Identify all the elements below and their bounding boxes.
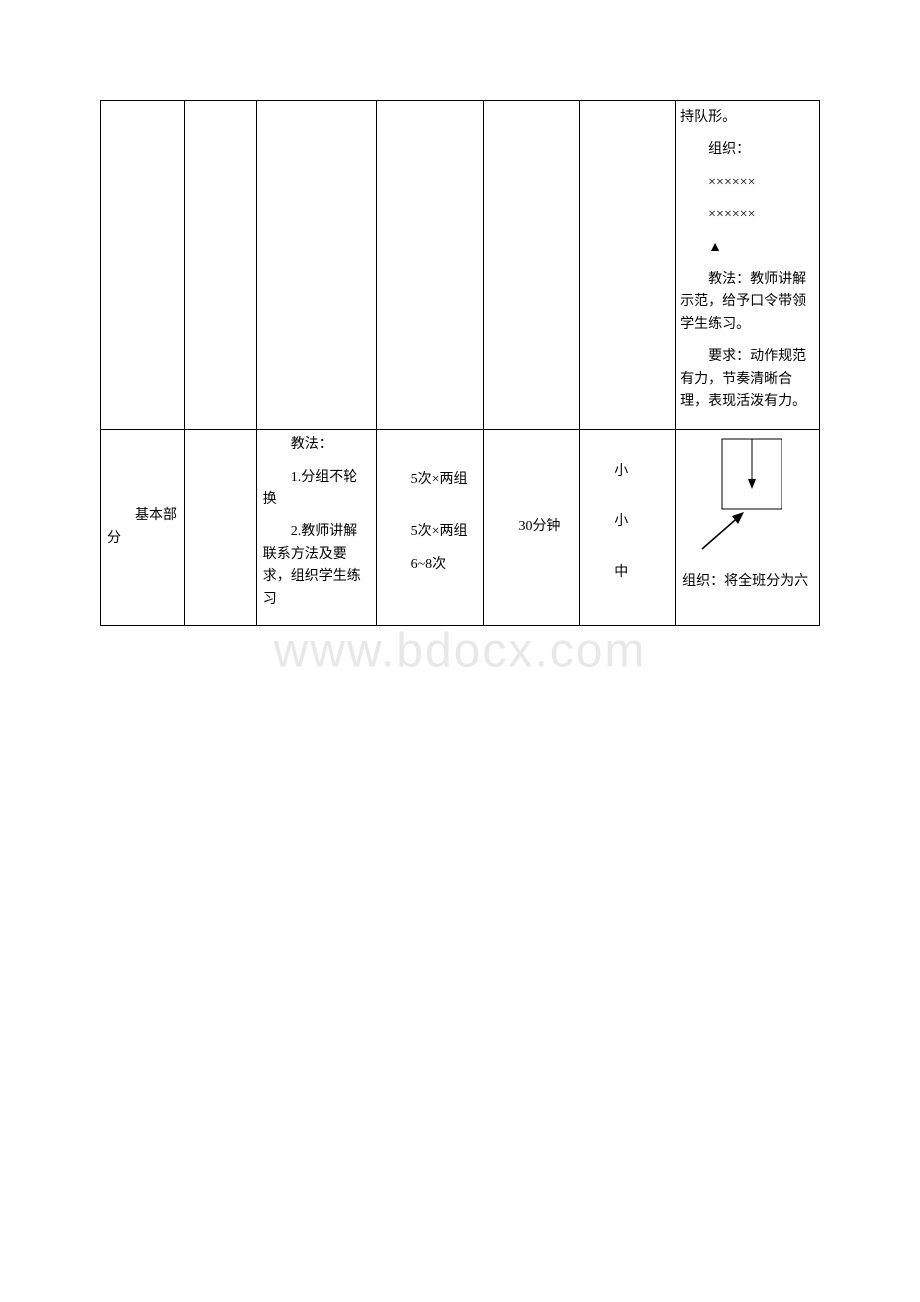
lesson-plan-table: 持队形。 组织： ×××××× ×××××× ▲ 教法：教师讲解示范，给予口令带… — [100, 100, 820, 626]
section-label: 基本部分 — [107, 505, 178, 550]
cell-r1-c7: 持队形。 组织： ×××××× ×××××× ▲ 教法：教师讲解示范，给予口令带… — [676, 101, 820, 430]
cell-r2-c7: 组织：将全班分为六 — [676, 430, 820, 626]
cell-r1-c2 — [184, 101, 256, 430]
intensity-text: 中 — [586, 562, 669, 584]
diagram-container — [682, 434, 813, 562]
text-block: 组织：将全班分为六 — [682, 571, 813, 593]
text-formation: ×××××× — [680, 172, 815, 194]
cell-r2-c6: 小 小 中 — [580, 430, 676, 626]
text-block: 5次×两组 — [383, 521, 478, 543]
watermark-text: www.bdocx.com — [274, 624, 647, 679]
cell-r2-c3: 教法： 1.分组不轮换 2.教师讲解联系方法及要求，组织学生练习 — [256, 430, 376, 626]
text-block: 1.分组不轮换 — [263, 467, 370, 512]
cell-r1-c1 — [101, 101, 185, 430]
cell-r2-c2 — [184, 430, 256, 626]
formation-diagram — [682, 434, 782, 554]
triangle-marker: ▲ — [680, 237, 815, 259]
cell-r2-c1: 基本部分 — [101, 430, 185, 626]
text-block: 要求：动作规范有力，节奏清晰合理，表现活泼有力。 — [680, 346, 815, 413]
cell-r1-c3 — [256, 101, 376, 430]
text-block: 教法：教师讲解示范，给予口令带领学生练习。 — [680, 269, 815, 336]
text-block: 持队形。 — [680, 107, 815, 129]
table-row: 持队形。 组织： ×××××× ×××××× ▲ 教法：教师讲解示范，给予口令带… — [101, 101, 820, 430]
text-block: 教法： — [263, 434, 370, 456]
text-formation: ×××××× — [680, 204, 815, 226]
cell-r1-c5 — [484, 101, 580, 430]
text-block: 组织： — [680, 139, 815, 161]
cell-r2-c5: 30分钟 — [484, 430, 580, 626]
cell-r1-c6 — [580, 101, 676, 430]
table-row: 基本部分 教法： 1.分组不轮换 2.教师讲解联系方法及要求，组织学生练习 5次… — [101, 430, 820, 626]
duration-text: 30分钟 — [490, 516, 573, 538]
text-block: 6~8次 — [383, 554, 478, 576]
cell-r1-c4 — [376, 101, 484, 430]
intensity-text: 小 — [586, 511, 669, 533]
text-block: 2.教师讲解联系方法及要求，组织学生练习 — [263, 521, 370, 611]
intensity-text: 小 — [586, 461, 669, 483]
cell-r2-c4: 5次×两组 5次×两组 6~8次 — [376, 430, 484, 626]
text-block: 5次×两组 — [383, 469, 478, 491]
